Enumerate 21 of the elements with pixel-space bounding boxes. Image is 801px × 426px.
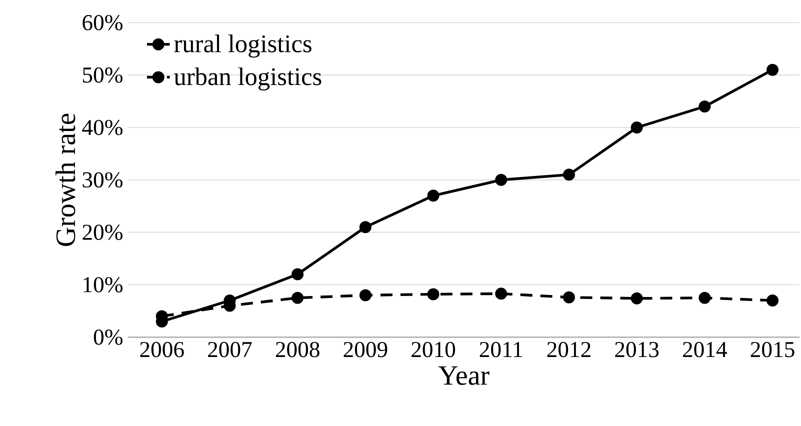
- x-tick-label: 2013: [615, 342, 659, 357]
- legend-label: urban logistics: [174, 67, 322, 90]
- y-tick-label: 0%: [94, 329, 122, 345]
- x-tick-label: 2006: [140, 342, 184, 357]
- y-tick-label: 40%: [82, 120, 122, 135]
- x-tick-label: 2011: [480, 342, 522, 357]
- y-axis-title: Growth rate: [56, 113, 76, 246]
- x-tick-label: 2014: [683, 342, 727, 357]
- y-tick-label: 10%: [84, 276, 122, 292]
- y-tick-label: 50%: [83, 67, 122, 83]
- x-tick-label: 2007: [208, 342, 252, 357]
- x-tick-label: 2015: [750, 342, 794, 357]
- y-tick-label: 20%: [82, 224, 122, 240]
- y-tick-label: 60%: [82, 14, 122, 30]
- x-tick-label: 2009: [344, 342, 388, 357]
- x-tick-label: 2012: [547, 342, 590, 357]
- y-tick-label: 30%: [82, 172, 122, 188]
- x-tick-label: 2010: [412, 342, 456, 357]
- x-tick-label: 2008: [276, 342, 320, 357]
- legend-label: rural logistics: [174, 34, 312, 58]
- x-axis-title: Year: [438, 366, 490, 385]
